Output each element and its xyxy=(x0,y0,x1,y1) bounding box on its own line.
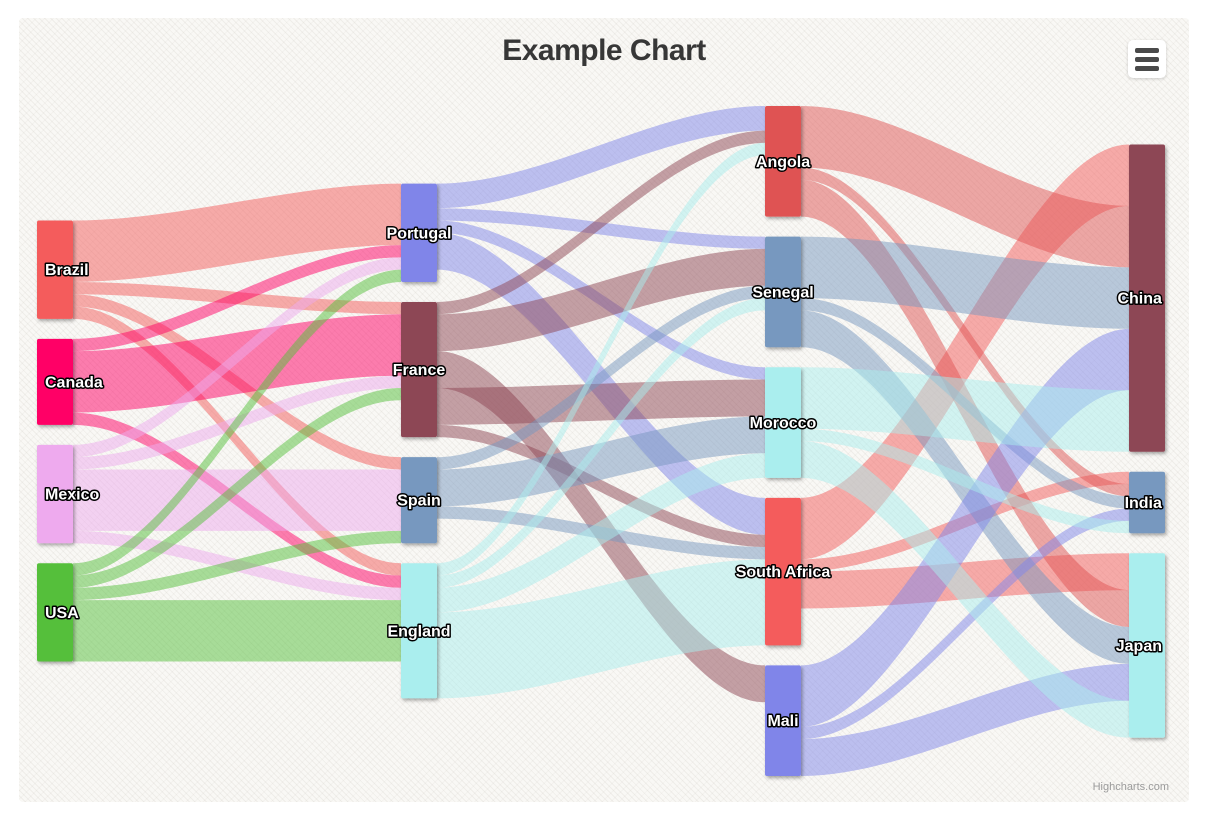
sankey-link-england-angola[interactable] xyxy=(437,142,765,576)
sankey-link-brazil-england[interactable] xyxy=(73,306,401,576)
sankey-link-england-morocco[interactable] xyxy=(437,453,765,613)
sankey-link-canada-portugal[interactable] xyxy=(73,245,401,352)
context-menu-button[interactable] xyxy=(1128,40,1166,78)
node-label-south-africa: South Africa xyxy=(736,564,831,581)
sankey-link-angola-china[interactable] xyxy=(801,106,1129,268)
hamburger-bar xyxy=(1135,47,1159,53)
sankey-link-france-senegal[interactable] xyxy=(437,248,765,352)
sankey-node-morocco[interactable] xyxy=(765,367,801,478)
sankey-node-japan[interactable] xyxy=(1129,553,1165,738)
sankey-node-china[interactable] xyxy=(1129,144,1165,452)
sankey-nodes xyxy=(37,106,1165,776)
node-label-brazil: Brazil xyxy=(45,262,89,279)
sankey-link-brazil-portugal[interactable] xyxy=(73,183,401,282)
sankey-link-mexico-portugal[interactable] xyxy=(73,257,401,458)
sankey-link-mali-india[interactable] xyxy=(801,508,1129,740)
sankey-link-usa-portugal[interactable] xyxy=(73,269,401,576)
node-label-france: France xyxy=(393,362,446,379)
node-label-england: England xyxy=(387,623,450,640)
sankey-link-portugal-angola[interactable] xyxy=(437,106,765,209)
node-label-angola: Angola xyxy=(756,154,810,171)
sankey-node-brazil[interactable] xyxy=(37,220,73,319)
node-label-portugal: Portugal xyxy=(387,225,452,242)
sankey-node-angola[interactable] xyxy=(765,106,801,217)
sankey-link-spain-senegal[interactable] xyxy=(437,285,765,470)
sankey-diagram: Brazil Canada Mexico USA Portugal France Spain… xyxy=(37,106,1165,776)
hamburger-bar xyxy=(1135,56,1159,62)
node-label-canada: Canada xyxy=(45,374,103,391)
node-label-usa: USA xyxy=(45,605,79,622)
sankey-node-senegal[interactable] xyxy=(765,236,801,348)
node-label-mali: Mali xyxy=(767,713,798,730)
node-label-spain: Spain xyxy=(397,493,441,510)
hamburger-icon xyxy=(1135,47,1159,71)
node-label-mexico: Mexico xyxy=(45,487,99,504)
sankey-node-mali[interactable] xyxy=(765,665,801,776)
sankey-link-spain-morocco[interactable] xyxy=(437,416,765,507)
sankey-links xyxy=(73,106,1129,776)
node-label-senegal: Senegal xyxy=(752,284,813,301)
node-label-india: India xyxy=(1125,495,1162,512)
node-label-morocco: Morocco xyxy=(750,415,817,432)
sankey-node-france[interactable] xyxy=(401,301,437,438)
sankey-node-south-africa[interactable] xyxy=(765,497,801,646)
credits-link[interactable]: Highcharts.com xyxy=(1092,781,1169,793)
hamburger-bar xyxy=(1135,65,1159,71)
sankey-link-angola-india[interactable] xyxy=(801,167,1129,497)
node-label-japan: Japan xyxy=(1116,638,1162,655)
sankey-node-england[interactable] xyxy=(401,563,437,699)
sankey-link-portugal-senegal[interactable] xyxy=(437,208,765,249)
sankey-link-england-south-africa[interactable] xyxy=(437,559,765,699)
sankey-link-usa-england[interactable] xyxy=(73,600,401,662)
node-label-china: China xyxy=(1117,291,1162,308)
sankey-node-spain[interactable] xyxy=(401,457,437,544)
sankey-link-england-senegal[interactable] xyxy=(437,298,765,588)
sankey-node-canada[interactable] xyxy=(37,338,73,425)
sankey-node-usa[interactable] xyxy=(37,563,73,662)
sankey-link-mexico-spain[interactable] xyxy=(73,469,401,531)
sankey-link-france-south-africa[interactable] xyxy=(437,424,765,548)
sankey-link-morocco-japan[interactable] xyxy=(801,441,1129,738)
sankey-link-senegal-china[interactable] xyxy=(801,236,1129,329)
sankey-link-morocco-china[interactable] xyxy=(801,367,1129,452)
sankey-link-usa-spain[interactable] xyxy=(73,530,401,601)
sankey-node-india[interactable] xyxy=(1129,471,1165,534)
chart-card: Example Chart Brazil Canada Mexico USA Portu… xyxy=(19,18,1189,802)
sankey-node-mexico[interactable] xyxy=(37,444,73,544)
sankey-link-usa-france[interactable] xyxy=(73,387,401,588)
sankey-node-portugal[interactable] xyxy=(401,183,437,282)
sankey-link-france-angola[interactable] xyxy=(437,130,765,315)
sankey-node-labels: Brazil Canada Mexico USA Portugal France Spain… xyxy=(44,152,1164,731)
sankey-link-france-morocco[interactable] xyxy=(437,379,765,425)
sankey-link-morocco-india[interactable] xyxy=(801,428,1129,534)
